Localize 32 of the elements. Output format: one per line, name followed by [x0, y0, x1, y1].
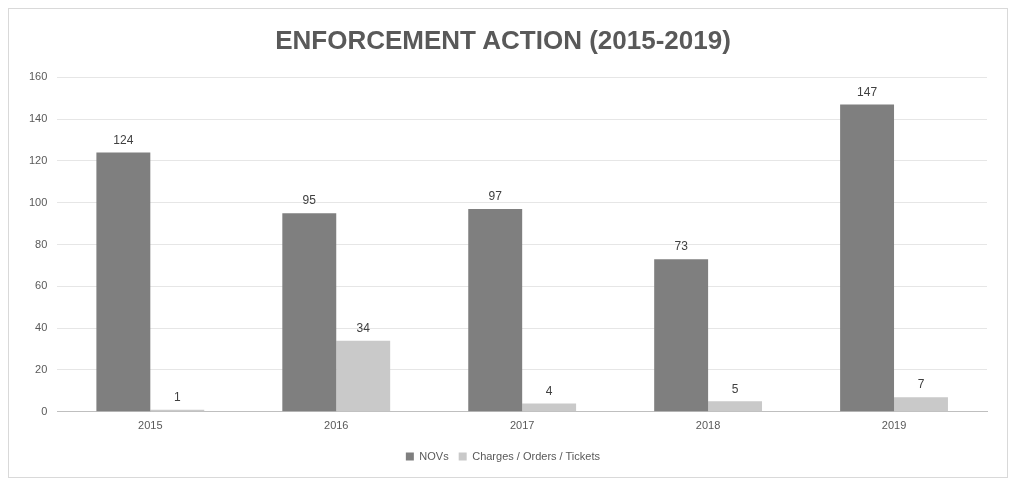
legend-label: NOVs — [419, 449, 450, 462]
x-tick-label: 2017 — [509, 419, 535, 432]
data-label: 1 — [173, 390, 181, 405]
data-label: 124 — [113, 132, 134, 147]
x-tick-label: 2015 — [138, 419, 163, 432]
bar — [840, 104, 895, 412]
y-tick-label: 60 — [35, 279, 48, 292]
bar — [468, 208, 523, 412]
data-label: 97 — [488, 189, 503, 204]
bar — [282, 213, 337, 412]
y-tick-label: 160 — [28, 70, 48, 83]
data-label: 73 — [674, 239, 689, 254]
x-tick-label: 2018 — [695, 419, 721, 432]
data-label: 4 — [545, 383, 553, 398]
y-tick-label: 120 — [28, 153, 48, 166]
bar — [654, 259, 709, 412]
data-label: 34 — [356, 321, 371, 336]
legend-label: Charges / Orders / Tickets — [472, 449, 601, 462]
data-label: 95 — [302, 193, 317, 208]
x-tick-label: 2016 — [324, 419, 349, 432]
y-tick-label: 40 — [35, 321, 48, 334]
y-tick-label: 0 — [41, 404, 48, 417]
y-tick-label: 100 — [28, 195, 48, 208]
y-tick-label: 80 — [35, 237, 48, 250]
x-tick-label: 2019 — [881, 419, 907, 432]
bar — [96, 152, 151, 412]
y-tick-label: 20 — [35, 363, 48, 376]
data-label: 147 — [857, 84, 878, 99]
data-label: 7 — [917, 377, 925, 392]
chart-title: ENFORCEMENT ACTION (2015-2019) — [275, 24, 731, 55]
data-label: 5 — [731, 381, 739, 396]
y-tick-label: 140 — [28, 112, 48, 125]
